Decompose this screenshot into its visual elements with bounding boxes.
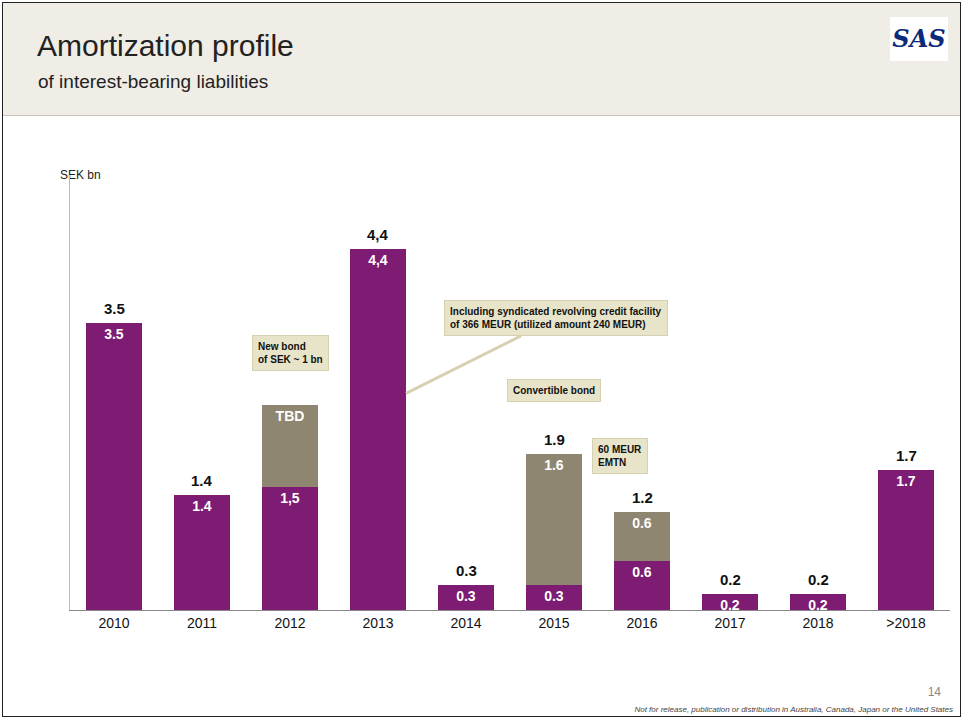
svg-text:0.2: 0.2 xyxy=(720,597,740,613)
svg-text:0.6: 0.6 xyxy=(632,515,652,531)
svg-text:New bondof SEK ~ 1 bn: New bondof SEK ~ 1 bn xyxy=(258,341,323,365)
svg-text:2016: 2016 xyxy=(626,615,657,631)
svg-text:Convertible bond: Convertible bond xyxy=(513,385,595,396)
svg-text:2014: 2014 xyxy=(450,615,481,631)
svg-text:1.9: 1.9 xyxy=(544,431,565,448)
svg-text:0.3: 0.3 xyxy=(456,588,476,604)
svg-text:2017: 2017 xyxy=(714,615,745,631)
html-text:of interest-bearing liabilitie: of interest-bearing liabilities xyxy=(38,71,269,92)
svg-text:2011: 2011 xyxy=(187,615,217,631)
html-text:SEK bn: SEK bn xyxy=(60,168,101,182)
svg-text:3.5: 3.5 xyxy=(104,326,124,342)
svg-text:2012: 2012 xyxy=(274,615,305,631)
svg-text:2015: 2015 xyxy=(538,615,569,631)
svg-text:2010: 2010 xyxy=(98,615,129,631)
svg-text:0.3: 0.3 xyxy=(544,588,564,604)
svg-text:1.4: 1.4 xyxy=(192,498,212,514)
svg-text:3.5: 3.5 xyxy=(104,300,125,317)
svg-text:TBD: TBD xyxy=(276,408,305,424)
svg-text:2018: 2018 xyxy=(802,615,833,631)
svg-text:2013: 2013 xyxy=(362,615,393,631)
html-text:SAS: SAS xyxy=(892,24,946,53)
svg-text:0.6: 0.6 xyxy=(632,564,652,580)
svg-text:4,4: 4,4 xyxy=(367,226,389,243)
html-text:14: 14 xyxy=(927,685,941,699)
svg-text:4,4: 4,4 xyxy=(368,252,388,268)
svg-text:0.2: 0.2 xyxy=(720,571,741,588)
svg-text:1,5: 1,5 xyxy=(280,490,300,506)
svg-text:>2018: >2018 xyxy=(886,615,926,631)
svg-text:1.2: 1.2 xyxy=(632,489,653,506)
svg-text:0.2: 0.2 xyxy=(808,571,829,588)
svg-text:60 MEUREMTN: 60 MEUREMTN xyxy=(598,444,642,468)
html-text:Amortization profile: Amortization profile xyxy=(37,29,294,62)
svg-text:1.7: 1.7 xyxy=(896,473,916,489)
svg-text:0.3: 0.3 xyxy=(456,562,477,579)
svg-text:1.7: 1.7 xyxy=(896,447,917,464)
svg-text:0.2: 0.2 xyxy=(808,597,828,613)
svg-text:1.6: 1.6 xyxy=(544,457,564,473)
html-text:Not for release, publication o: Not for release, publication or distribu… xyxy=(634,705,953,714)
svg-text:Including syndicated revolving: Including syndicated revolving credit fa… xyxy=(450,306,662,330)
svg-text:1.4: 1.4 xyxy=(191,472,213,489)
